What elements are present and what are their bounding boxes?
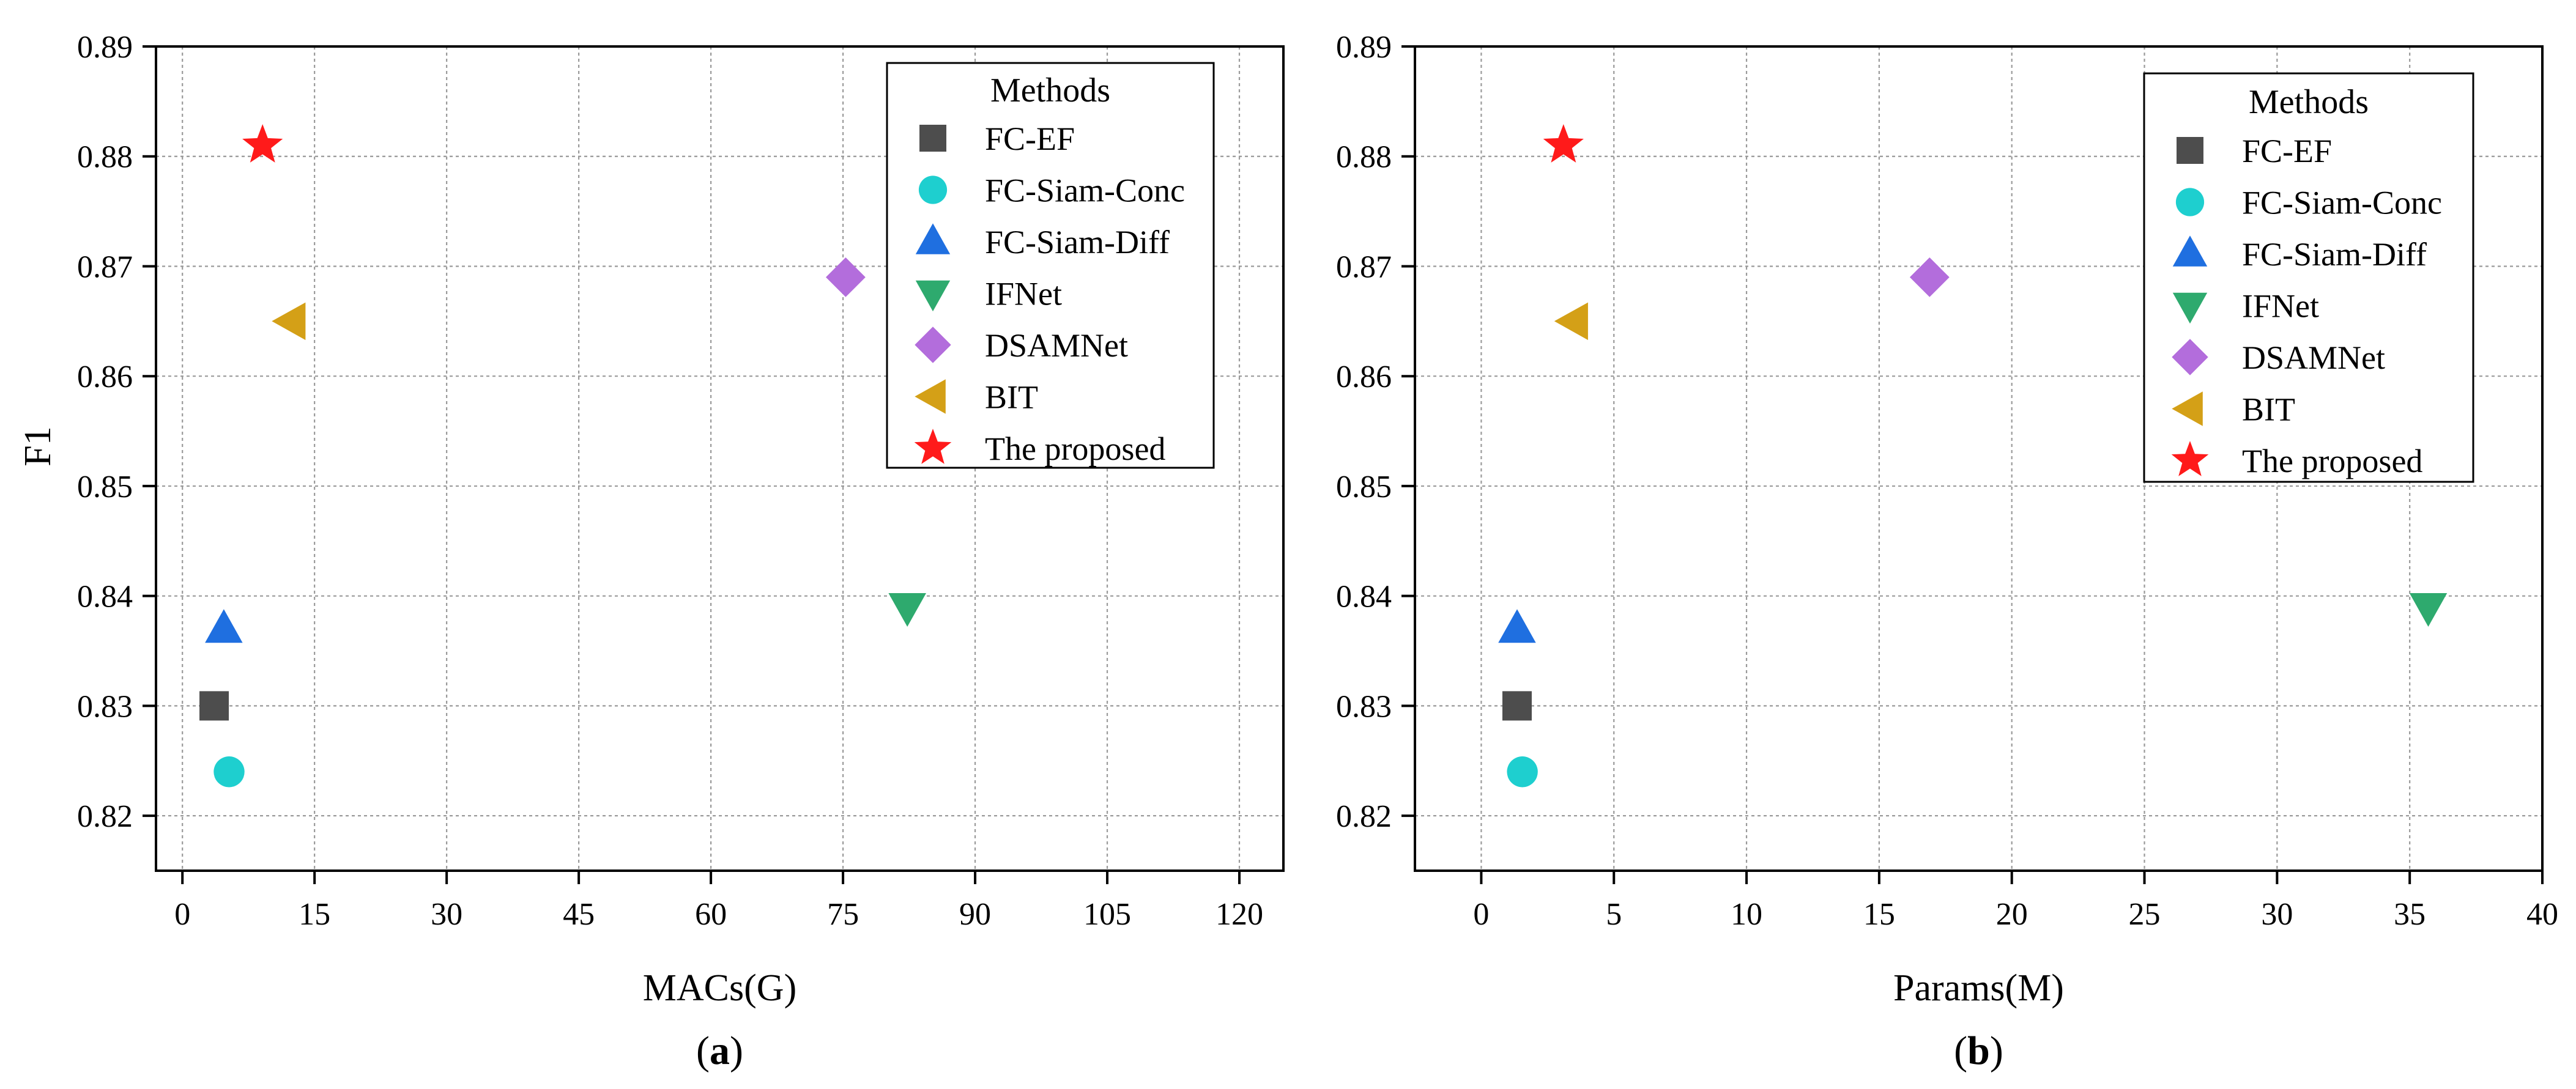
plot-frame — [155, 45, 1285, 872]
data-points — [199, 124, 926, 788]
x-tick-label: 5 — [1606, 897, 1622, 932]
x-tick-label: 30 — [2261, 897, 2293, 932]
x-tick-label: 30 — [431, 897, 462, 932]
x-tick-label: 20 — [1996, 897, 2028, 932]
legend-marker-the-proposed — [914, 429, 952, 464]
legend-label-the-proposed: The proposed — [2242, 443, 2422, 479]
x-tick-label: 105 — [1083, 897, 1131, 932]
chart-panel-b: 0 5 10 15 20 25 30 35 40 0.82 0.83 0.84 0.85 0.86 0.87… — [1336, 30, 2558, 1073]
x-tick-label: 35 — [2394, 897, 2426, 932]
x-tick-label: 0 — [174, 897, 190, 932]
y-tick-label: 0.83 — [77, 689, 133, 724]
legend-marker-fc-ef — [919, 125, 946, 152]
x-tick-label: 120 — [1216, 897, 1263, 932]
x-axis-title: Params(M) — [1893, 967, 2064, 1009]
x-tick-label: 0 — [1473, 897, 1489, 932]
legend-label-bit: BIT — [985, 379, 1038, 416]
legend-marker-dsamnet — [2172, 339, 2208, 375]
legend-label-fc-ef: FC-EF — [2242, 133, 2332, 169]
x-tick-label: 15 — [299, 897, 330, 932]
data-points — [1498, 124, 2448, 788]
x-tick-label: 45 — [563, 897, 595, 932]
legend-title: Methods — [990, 72, 1110, 109]
legend-marker-bit — [915, 379, 946, 414]
legend-label-fc-siam-diff: FC-Siam-Diff — [2242, 236, 2427, 273]
legend-label-ifnet: IFNet — [2242, 288, 2319, 325]
legend-label-bit: BIT — [2242, 391, 2295, 428]
legend-marker-dsamnet — [915, 327, 951, 363]
legend-marker-fc-ef — [2177, 137, 2203, 164]
legend-marker-ifnet — [2172, 292, 2208, 324]
legend-label-the-proposed: The proposed — [985, 430, 1165, 467]
x-tick-label: 15 — [1863, 897, 1895, 932]
legend-marker-fc-siam-conc — [918, 175, 948, 204]
plot-frame — [1414, 45, 2544, 872]
legend-marker-bit — [2172, 391, 2203, 426]
x-axis-title: MACs(G) — [643, 967, 796, 1009]
point-bit — [1554, 302, 1588, 341]
y-tick-label: 0.88 — [1336, 140, 1392, 175]
point-bit — [272, 302, 306, 341]
y-tick-label: 0.83 — [1336, 689, 1392, 724]
y-tick-label: 0.86 — [77, 360, 133, 394]
panel-label: (b) — [1954, 1028, 2003, 1073]
y-axis-title: F1 — [17, 426, 59, 466]
point-fc-ef — [199, 691, 229, 721]
legend-label-fc-siam-conc: FC-Siam-Conc — [985, 172, 1185, 209]
legend-label-fc-ef: FC-EF — [985, 120, 1075, 157]
y-tick-label: 0.87 — [1336, 249, 1392, 284]
y-tick-label: 0.85 — [77, 470, 133, 504]
y-tick-label: 0.82 — [77, 799, 133, 834]
x-tick-label: 90 — [959, 897, 991, 932]
legend-marker-fc-siam-diff — [2172, 235, 2208, 267]
y-tick-label: 0.87 — [77, 249, 133, 284]
panel-label: (a) — [696, 1028, 743, 1073]
chart-panel-a: 0 15 30 45 60 75 90 105 120 0.82 0.83 0.84 0.85 0.86 0… — [17, 30, 1285, 1073]
point-ifnet — [888, 593, 926, 627]
y-tick-label: 0.85 — [1336, 470, 1392, 504]
legend-marker-fc-siam-diff — [915, 223, 951, 254]
legend-label-dsamnet: DSAMNet — [985, 327, 1128, 364]
point-the-proposed — [1543, 124, 1584, 163]
point-fc-siam-diff — [1498, 609, 1536, 643]
y-tick-label: 0.82 — [1336, 799, 1392, 834]
point-dsamnet — [1909, 257, 1950, 297]
legend-marker-the-proposed — [2171, 441, 2209, 476]
legend: Methods FC-EF FC-Siam-Conc FC-Siam-Diff IFNe… — [886, 62, 1215, 469]
point-fc-siam-conc — [1507, 756, 1538, 788]
x-tick-label: 25 — [2129, 897, 2161, 932]
point-fc-siam-diff — [205, 609, 243, 643]
x-tick-label: 10 — [1731, 897, 1762, 932]
y-tick-label: 0.84 — [1336, 580, 1392, 615]
legend-label-dsamnet: DSAMNet — [2242, 339, 2385, 376]
legend-marker-ifnet — [915, 280, 951, 312]
y-tick-label: 0.89 — [1336, 30, 1392, 65]
y-tick-label: 0.89 — [77, 30, 133, 65]
y-tick-label: 0.84 — [77, 580, 133, 615]
point-fc-ef — [1502, 691, 1532, 721]
x-tick-label: 60 — [695, 897, 727, 932]
legend-label-ifnet: IFNet — [985, 276, 1062, 312]
y-tick-label: 0.86 — [1336, 360, 1392, 394]
legend-marker-fc-siam-conc — [2175, 188, 2205, 216]
point-the-proposed — [242, 124, 283, 163]
x-tick-label: 40 — [2526, 897, 2558, 932]
legend: Methods FC-EF FC-Siam-Conc FC-Siam-Diff IFNe… — [2143, 72, 2474, 483]
x-tick-label: 75 — [827, 897, 859, 932]
point-fc-siam-conc — [213, 756, 245, 788]
point-ifnet — [2409, 593, 2448, 627]
point-dsamnet — [826, 257, 866, 297]
legend-title: Methods — [2249, 83, 2369, 121]
legend-label-fc-siam-diff: FC-Siam-Diff — [985, 224, 1170, 260]
y-tick-label: 0.88 — [77, 140, 133, 175]
legend-label-fc-siam-conc: FC-Siam-Conc — [2242, 185, 2442, 221]
